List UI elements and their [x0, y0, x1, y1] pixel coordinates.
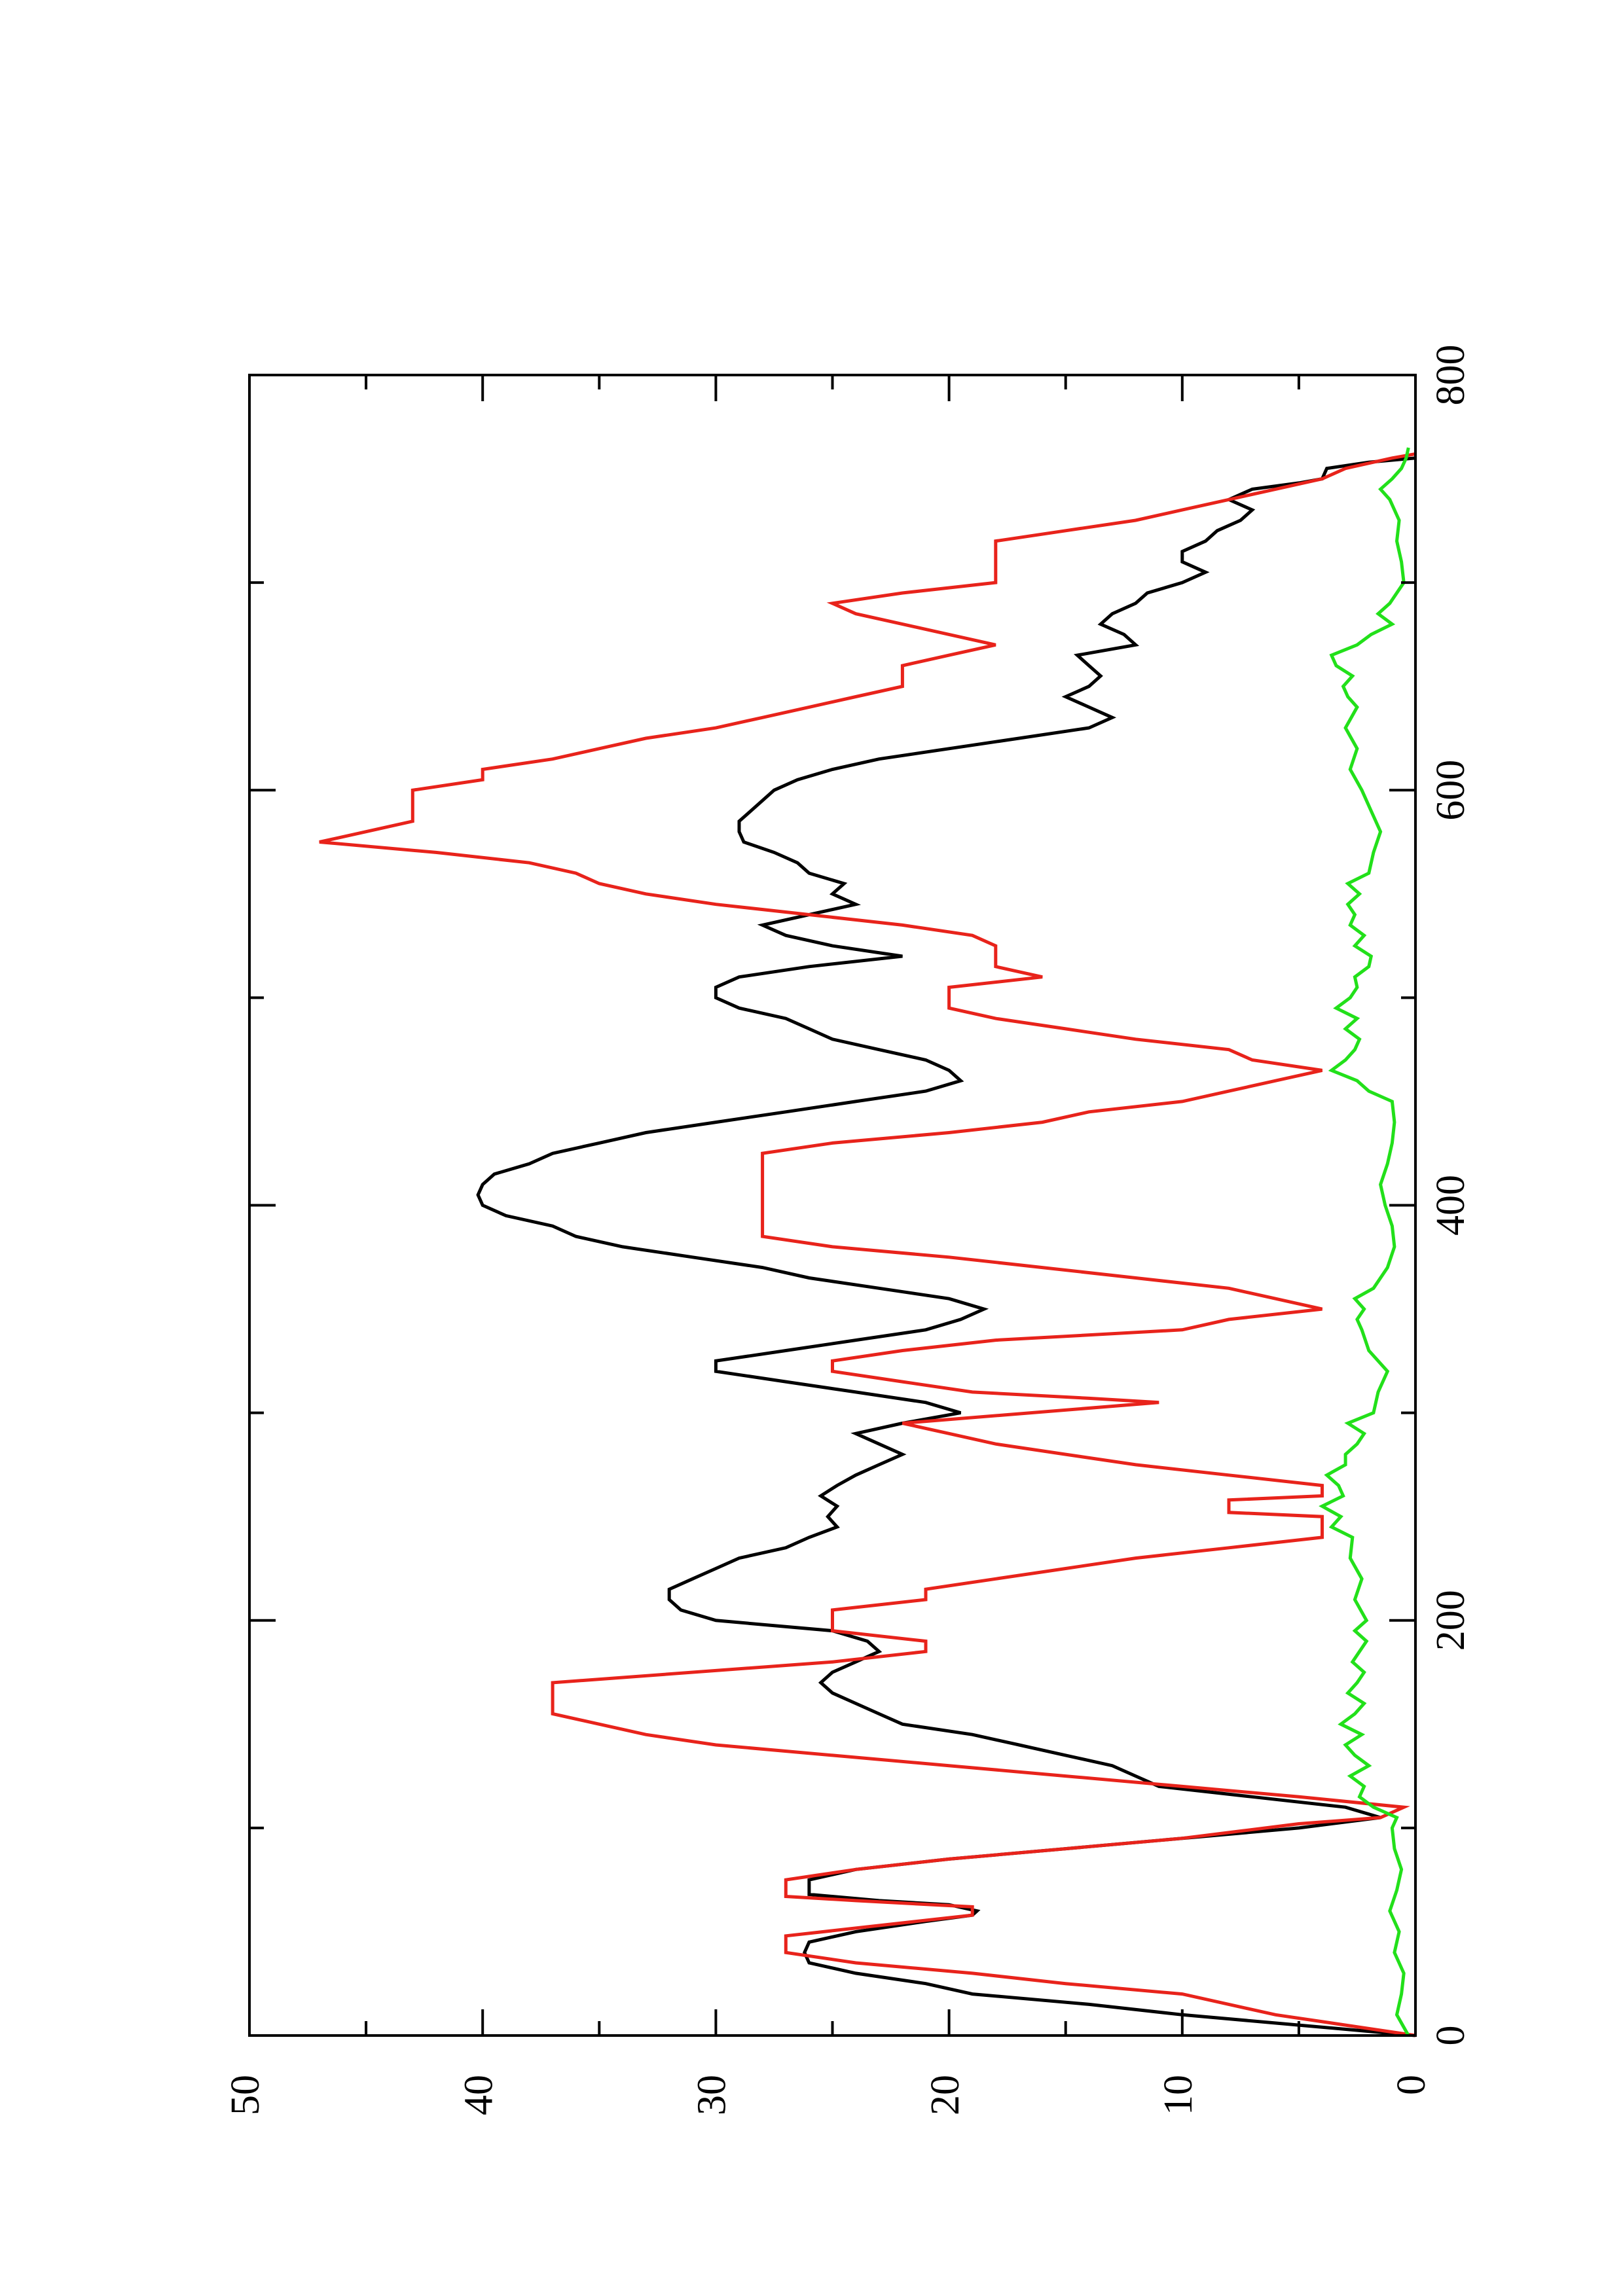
y-axis-tick-labels: 0 10 20 30 40 50: [223, 2075, 1434, 2115]
series-line-2: [319, 452, 1416, 2037]
x-tick-label: 200: [1429, 1590, 1473, 1651]
y-axis-ticks: [248, 375, 1417, 2036]
x-axis-tick-labels: 0 200 400 600 800: [1429, 345, 1473, 2046]
series-layer: [319, 447, 1416, 2037]
y-tick-label: 50: [223, 2075, 268, 2115]
y-tick-label: 20: [923, 2075, 968, 2115]
x-tick-label: 400: [1429, 1175, 1473, 1236]
x-axis-ticks: [249, 374, 1415, 2037]
series-line-1: [476, 456, 1416, 2037]
x-tick-label: 600: [1429, 760, 1473, 821]
y-tick-label: 30: [690, 2075, 735, 2115]
y-tick-label: 10: [1156, 2075, 1201, 2115]
series-line-3: [1319, 447, 1410, 2037]
y-tick-label: 40: [456, 2075, 501, 2115]
x-tick-label: 0: [1429, 2026, 1473, 2046]
y-tick-label: 0: [1389, 2075, 1434, 2095]
x-tick-label: 800: [1429, 345, 1473, 406]
